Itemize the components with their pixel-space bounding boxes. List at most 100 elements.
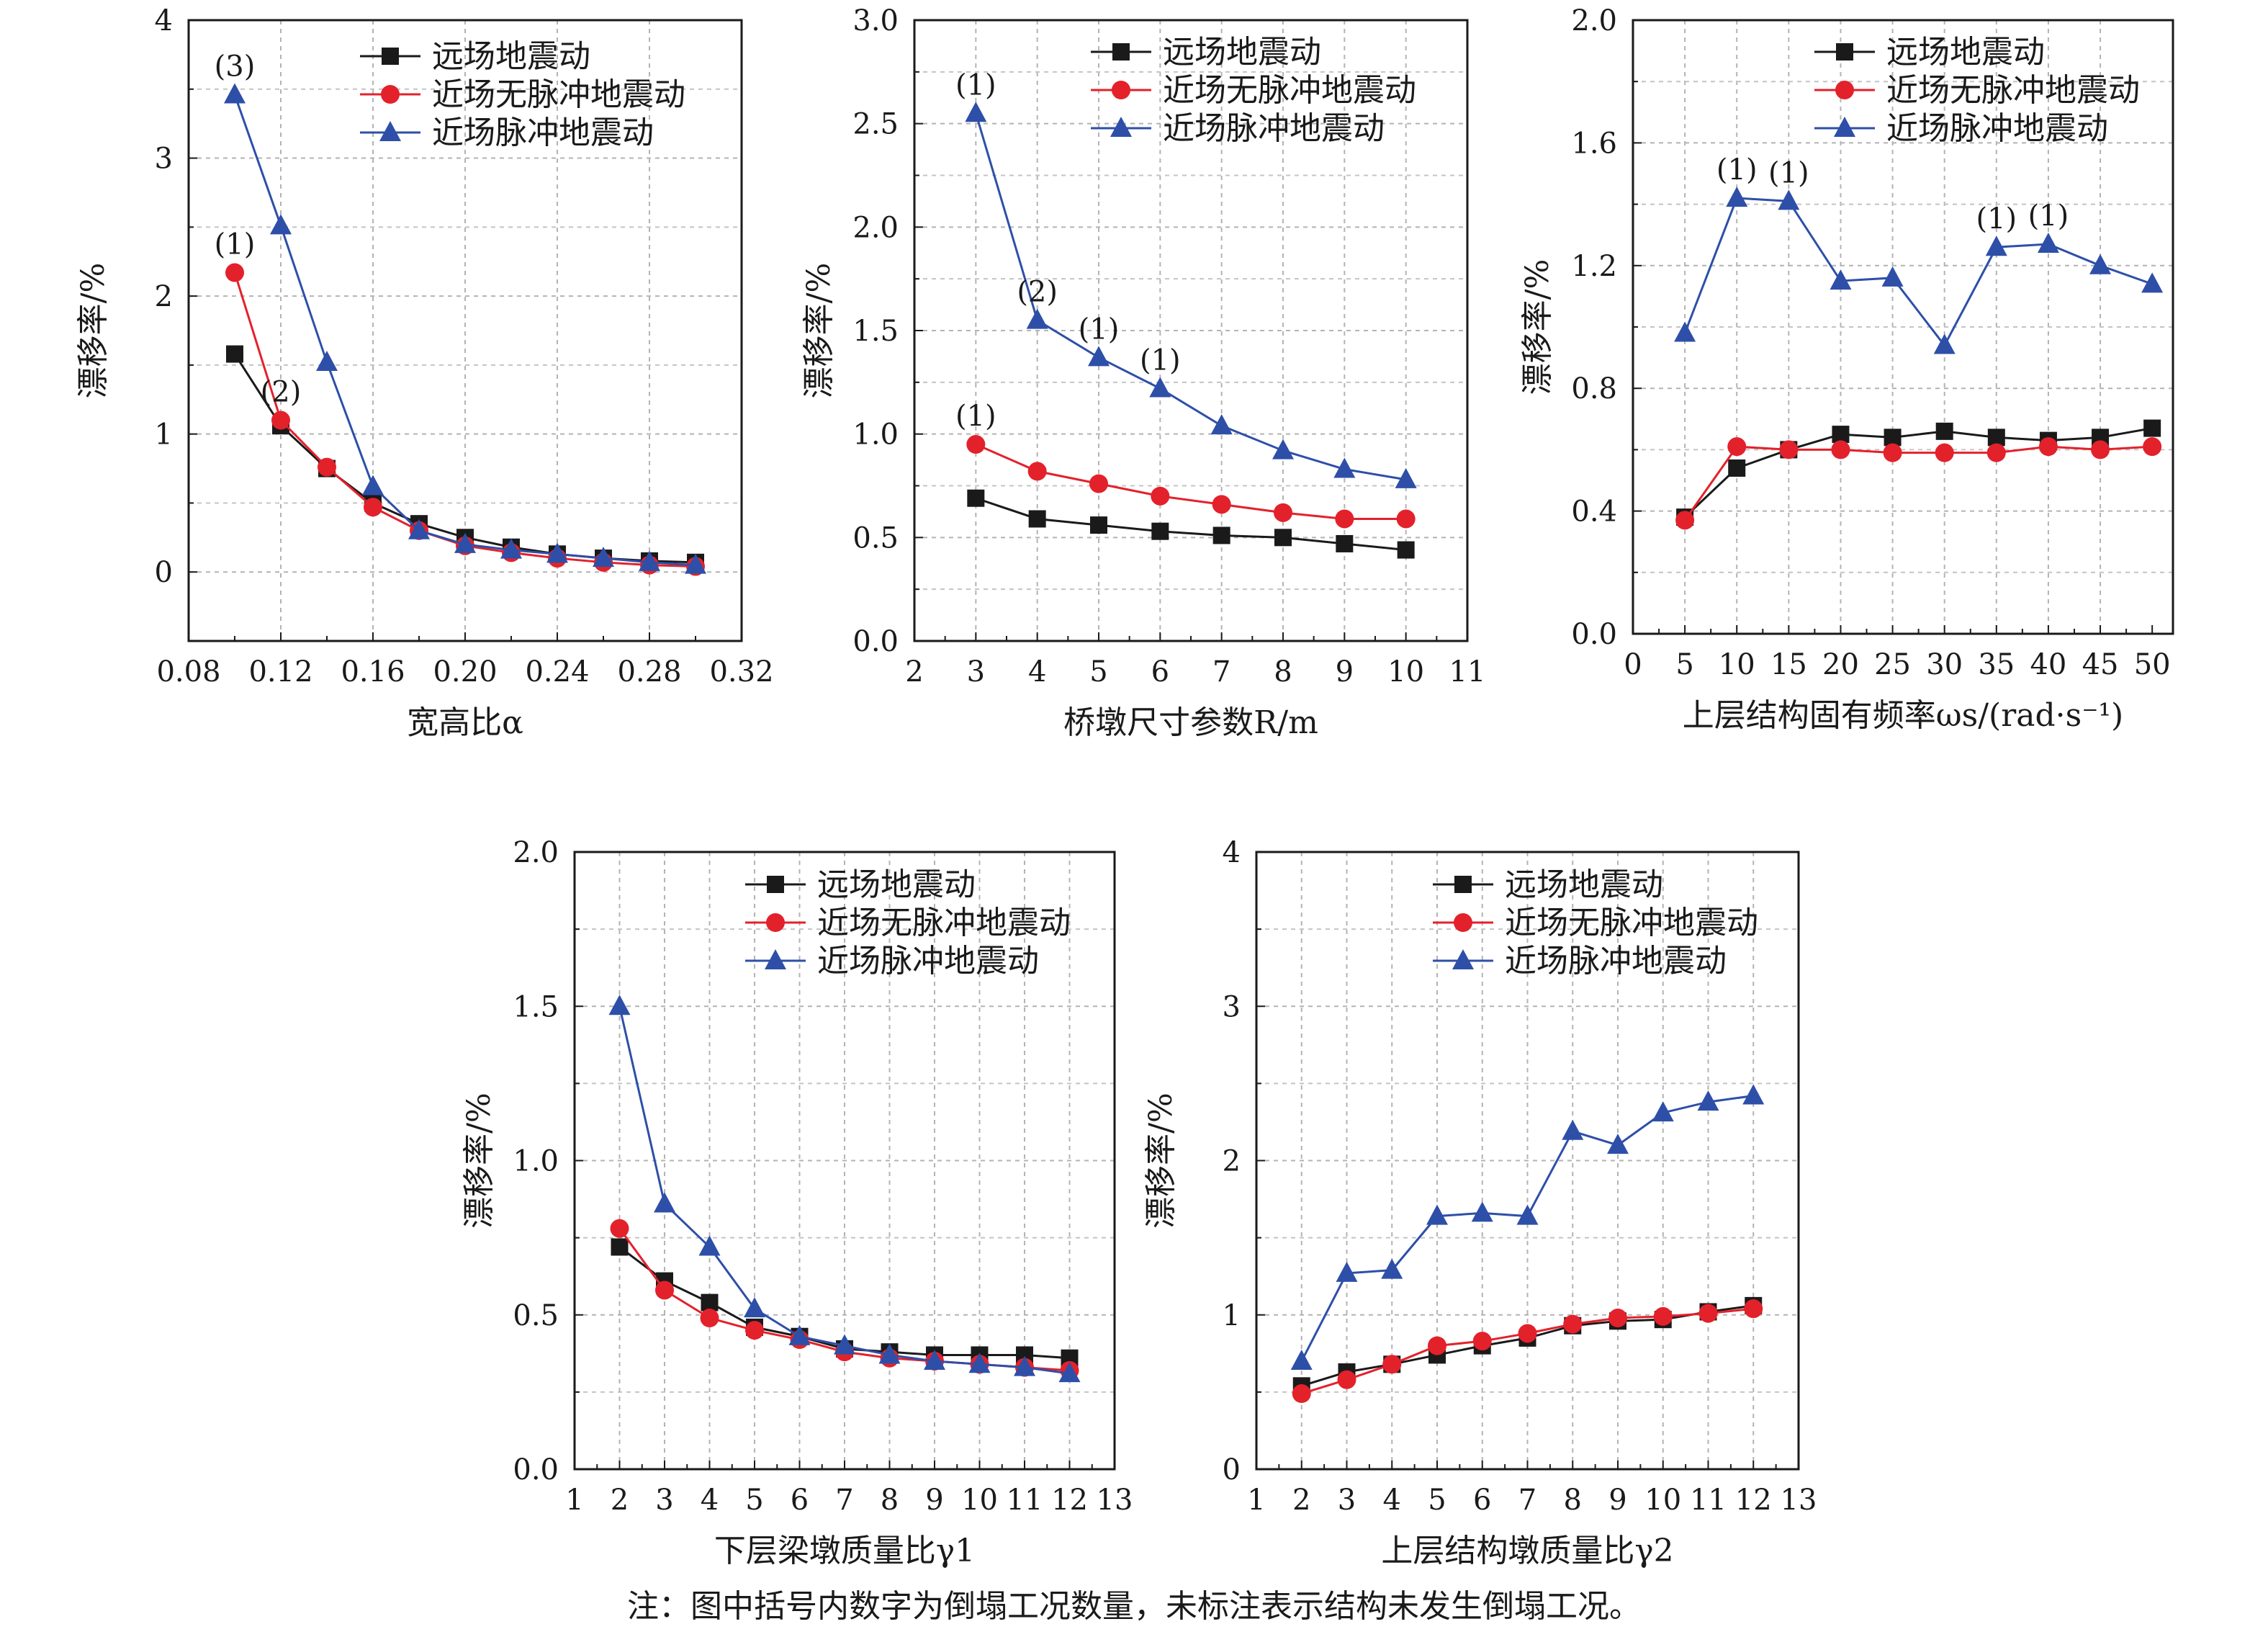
legend-marker <box>1112 81 1130 99</box>
data-point-3 <box>1652 1101 1674 1122</box>
collapse-count-label: (1) <box>955 68 996 102</box>
x-tick-label: 15 <box>1770 648 1807 681</box>
data-point-3 <box>1562 1119 1584 1140</box>
data-point-1 <box>967 489 985 507</box>
data-point-3 <box>1778 189 1800 210</box>
collapse-count-label: (1) <box>1768 156 1809 189</box>
legend-marker <box>382 48 399 65</box>
series-line-1 <box>1684 427 2153 519</box>
x-tick-label: 3 <box>655 1484 673 1517</box>
chart-panel-4: 1 2 3 4 5 6 7 8 9 10 11 12 130.00.51.01.52.0远场地震动近场无… <box>461 836 1133 1569</box>
data-point-3 <box>593 547 614 568</box>
legend-marker <box>1454 913 1472 932</box>
y-tick-label: 2 <box>155 280 173 313</box>
data-point-3 <box>834 1334 855 1355</box>
series-line-1 <box>975 497 1406 552</box>
x-axis-label: 宽高比α <box>407 704 523 741</box>
data-point-3 <box>1333 457 1356 478</box>
x-tick-label: 10 <box>1719 648 1755 681</box>
x-tick-label: 7 <box>835 1484 853 1517</box>
data-point-3 <box>1726 187 1748 207</box>
y-tick-label: 3 <box>1223 990 1241 1023</box>
x-tick-label: 25 <box>1874 648 1911 681</box>
data-point-3 <box>1674 321 1696 342</box>
data-point-3 <box>1088 346 1110 367</box>
x-axis-label: 桥墩尺寸参数R/m <box>1063 704 1318 741</box>
x-tick-label: 8 <box>881 1484 899 1517</box>
y-tick-label: 0.5 <box>513 1299 559 1332</box>
x-tick-label: 7 <box>1212 655 1230 689</box>
collapse-count-label: (1) <box>215 228 256 261</box>
y-tick-label: 0.0 <box>852 625 899 658</box>
legend-label: 近场无脉冲地震动 <box>817 905 1071 941</box>
y-axis-label: 漂移率/% <box>801 263 837 399</box>
x-tick-label: 9 <box>1336 655 1354 689</box>
plot-frame <box>573 851 1116 1471</box>
x-tick-label: 8 <box>1274 655 1292 689</box>
x-tick-label: 6 <box>1473 1484 1491 1517</box>
x-tick-label: 0 <box>1624 648 1642 681</box>
data-point-2 <box>1563 1314 1583 1334</box>
data-point-3 <box>698 1235 721 1256</box>
data-point-1 <box>1987 429 2005 447</box>
legend-marker <box>381 85 400 104</box>
legend-label: 远场地震动 <box>1505 866 1663 903</box>
x-tick-label: 2 <box>1292 1484 1310 1517</box>
y-axis-label: 漂移率/% <box>1519 259 1556 395</box>
data-point-3 <box>878 1343 901 1364</box>
x-tick-label: 4 <box>1028 655 1046 689</box>
series-line-2 <box>975 443 1406 520</box>
data-point-3 <box>2141 272 2164 293</box>
y-tick-label: 1.2 <box>1571 250 1617 283</box>
data-point-3 <box>654 1192 675 1213</box>
series-line-3 <box>233 94 696 567</box>
data-point-3 <box>608 995 631 1015</box>
data-point-2 <box>225 263 244 282</box>
legend-marker <box>1836 43 1853 60</box>
y-tick-label: 4 <box>1223 836 1241 869</box>
data-point-3 <box>1830 269 1852 290</box>
data-point-2 <box>318 457 336 477</box>
data-point-3 <box>1607 1134 1629 1154</box>
data-point-3 <box>1149 377 1171 398</box>
legend-label: 近场脉冲地震动 <box>1505 943 1727 979</box>
collapse-count-label: (3) <box>215 50 256 83</box>
x-tick-label: 12 <box>1051 1484 1088 1517</box>
x-tick-label: 0.08 <box>156 655 220 689</box>
data-point-1 <box>1884 429 1902 447</box>
data-point-1 <box>1212 526 1230 544</box>
data-point-3 <box>1210 414 1233 435</box>
plot-frame <box>913 19 1469 642</box>
data-point-3 <box>685 553 706 574</box>
y-tick-label: 2.0 <box>1571 4 1617 37</box>
legend-label: 近场无脉冲地震动 <box>432 76 685 113</box>
data-point-3 <box>965 102 987 122</box>
legend-marker <box>766 913 785 932</box>
x-tick-label: 8 <box>1564 1484 1582 1517</box>
data-point-2 <box>610 1219 629 1238</box>
x-tick-label: 0.28 <box>617 655 681 689</box>
x-tick-label: 1 <box>1247 1484 1265 1517</box>
y-tick-label: 1 <box>1223 1299 1241 1332</box>
x-axis-label: 上层结构墩质量比γ2 <box>1381 1533 1673 1569</box>
legend-label: 远场地震动 <box>1886 34 2045 71</box>
legend-label: 远场地震动 <box>817 866 976 903</box>
legend-label: 近场脉冲地震动 <box>432 115 654 151</box>
y-axis-label: 漂移率/% <box>461 1093 498 1229</box>
x-tick-label: 4 <box>1383 1484 1401 1517</box>
legend-marker <box>1452 949 1474 969</box>
x-tick-label: 2 <box>905 655 923 689</box>
legend-marker <box>1454 876 1472 893</box>
data-point-1 <box>1336 534 1354 552</box>
x-tick-label: 2 <box>611 1484 629 1517</box>
collapse-count-label: (1) <box>1079 313 1120 346</box>
legend-marker <box>767 876 784 893</box>
data-point-3 <box>224 83 246 104</box>
y-tick-label: 0.0 <box>513 1453 559 1486</box>
data-point-3 <box>270 214 292 235</box>
x-tick-label: 12 <box>1735 1484 1772 1517</box>
y-tick-label: 4 <box>155 4 173 37</box>
y-tick-label: 1 <box>155 418 173 452</box>
collapse-count-label: (1) <box>1716 153 1758 187</box>
